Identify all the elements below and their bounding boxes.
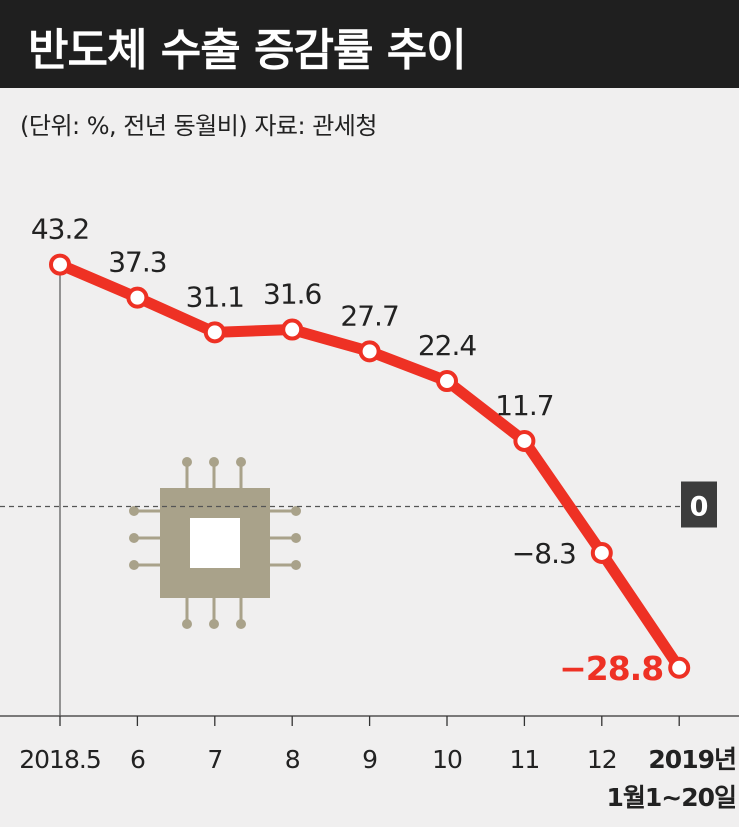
- chip-pin-pad: [291, 506, 301, 516]
- chip-pin-pad: [209, 457, 219, 467]
- series: [49, 253, 691, 679]
- data-point: [513, 429, 536, 452]
- chip-pin-pad: [129, 533, 139, 543]
- semiconductor-chip-icon: [129, 457, 301, 629]
- data-label: 27.7: [340, 299, 398, 332]
- chip-pin-pad: [209, 619, 219, 629]
- data-label: 31.6: [263, 278, 322, 311]
- chip-core: [190, 518, 240, 568]
- x-tick-label: 2019년: [648, 745, 736, 774]
- x-tick-label: 12: [587, 745, 617, 774]
- data-point: [668, 656, 691, 679]
- zero-badge: [681, 481, 717, 528]
- chart-subtitle: (단위: %, 전년 동월비) 자료: 관세청: [20, 112, 377, 140]
- title-bar: 반도체 수출 증감률 추이: [0, 0, 739, 88]
- x-tick-label: 6: [130, 745, 145, 774]
- chip-pin-pad: [182, 457, 192, 467]
- data-label: 43.2: [31, 213, 89, 246]
- data-point: [590, 541, 613, 564]
- x-tick-label: 1월1~20일: [606, 783, 736, 812]
- data-labels: 43.2 37.3 31.1 31.6 27.7 22.4 11.7 −8.3 −28.8: [31, 213, 664, 688]
- data-point: [49, 253, 71, 276]
- chip-pin-pad: [236, 619, 246, 629]
- zero-reference: 0: [0, 481, 717, 528]
- data-label: 31.1: [186, 280, 244, 313]
- chip-pin-pad: [291, 533, 301, 543]
- chart-title: 반도체 수출 증감률 추이: [28, 25, 467, 76]
- data-point: [281, 318, 304, 341]
- x-tick-label: 9: [362, 745, 377, 774]
- chip-pin-pad: [236, 457, 246, 467]
- chip-pin-pad: [129, 506, 139, 516]
- data-label: −8.3: [512, 537, 576, 570]
- data-label: −28.8: [559, 649, 663, 688]
- data-point: [203, 321, 226, 344]
- data-label: 11.7: [495, 389, 553, 422]
- x-tick-label: 8: [285, 745, 300, 774]
- chip-pin-pad: [129, 560, 139, 570]
- data-label: 22.4: [418, 329, 477, 362]
- x-axis: 2018.5 6 7 8 9 10 11 12 2019년 1월1~20일: [0, 264, 739, 812]
- data-point: [436, 370, 458, 393]
- chip-pin-pad: [291, 560, 301, 570]
- data-point: [126, 286, 149, 309]
- x-tick-label: 7: [207, 745, 222, 774]
- chip-pin-pad: [182, 619, 192, 629]
- zero-label: 0: [690, 492, 709, 523]
- x-tick-label: 2018.5: [19, 745, 100, 774]
- x-tick-label: 11: [509, 745, 539, 774]
- data-label: 37.3: [108, 246, 166, 279]
- x-tick-label: 10: [432, 745, 462, 774]
- data-point: [358, 340, 381, 363]
